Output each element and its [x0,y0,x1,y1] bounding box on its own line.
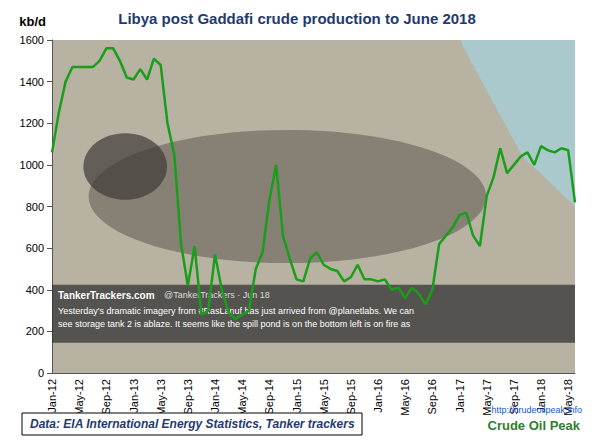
svg-text:1200: 1200 [20,117,44,129]
svg-text:1600: 1600 [20,34,44,46]
svg-text:kb/d: kb/d [19,14,46,29]
svg-text:600: 600 [26,242,44,254]
svg-text:May-16: May-16 [399,379,411,416]
svg-text:Yesterday's dramatic imagery f: Yesterday's dramatic imagery from #RasLa… [58,306,414,316]
svg-text:Jan-16: Jan-16 [372,379,384,413]
svg-text:May-17: May-17 [480,379,493,416]
svg-text:Crude Oil Peak: Crude Oil Peak [488,418,581,433]
svg-text:http://crudeoilpeak.info: http://crudeoilpeak.info [491,405,582,415]
svg-text:800: 800 [26,201,44,213]
svg-text:Sep-17: Sep-17 [507,379,520,415]
svg-text:Sep-12: Sep-12 [100,379,112,414]
svg-text:Sep-15: Sep-15 [345,379,357,414]
svg-text:Jan-13: Jan-13 [128,379,140,413]
svg-text:Data: EIA International Energy: Data: EIA International Energy Statistic… [30,417,355,431]
svg-text:Jan-17: Jan-17 [454,379,466,413]
svg-text:TankerTrackers.com: TankerTrackers.com [58,290,155,301]
svg-text:Jan-14: Jan-14 [209,379,221,413]
svg-text:200: 200 [26,325,44,337]
svg-text:May-12: May-12 [73,379,85,416]
svg-text:Sep-13: Sep-13 [182,379,194,414]
svg-text:Jan-12: Jan-12 [46,379,58,413]
svg-text:Jan-15: Jan-15 [291,379,303,413]
svg-text:Libya post Gaddafi crude produ: Libya post Gaddafi crude production to J… [118,10,476,27]
svg-text:May-13: May-13 [155,379,167,416]
svg-text:@TankerTrackers · Jun 18: @TankerTrackers · Jun 18 [164,290,270,300]
svg-text:0: 0 [38,367,44,379]
svg-text:Sep-16: Sep-16 [426,379,438,414]
svg-text:Sep-14: Sep-14 [263,379,275,414]
svg-text:Jan-18: Jan-18 [535,379,547,413]
svg-text:1000: 1000 [20,159,44,171]
svg-text:400: 400 [26,284,44,296]
svg-text:1400: 1400 [20,76,44,88]
svg-text:May-18: May-18 [562,379,575,416]
svg-text:May-14: May-14 [236,379,248,416]
svg-text:May-15: May-15 [318,379,330,416]
svg-text:see storage tank 2 is ablaze.: see storage tank 2 is ablaze. It seems l… [58,319,411,329]
